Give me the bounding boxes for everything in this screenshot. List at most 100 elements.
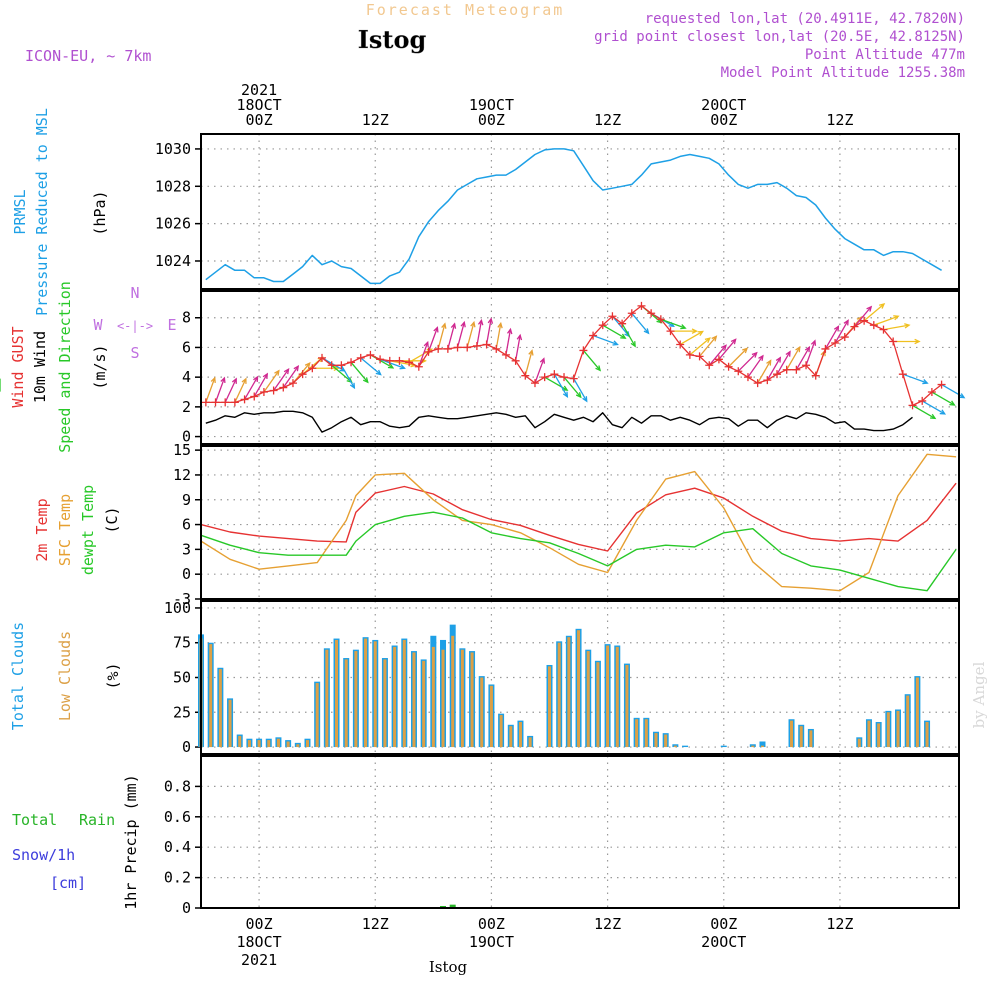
gust-marker xyxy=(366,350,375,359)
y-tick-label: 3 xyxy=(182,540,191,558)
total-cloud-bar xyxy=(682,745,689,748)
gust-marker xyxy=(608,312,617,321)
gust-marker xyxy=(676,340,685,349)
wind-arrow-head xyxy=(810,339,817,346)
low-cloud-bar xyxy=(606,645,610,748)
wind-arrow xyxy=(205,376,216,403)
low-cloud-bar xyxy=(393,646,397,748)
gust-marker xyxy=(230,398,239,407)
wind-arrow xyxy=(902,373,929,385)
pressure-line xyxy=(205,148,942,285)
gust-marker xyxy=(414,362,423,371)
y-tick-label: -3 xyxy=(173,590,191,608)
low-cloud-bar xyxy=(518,722,522,748)
pressure-label-line2: Pressure Reduced to MSL xyxy=(33,108,51,316)
wind-arrow-shaft xyxy=(912,404,936,419)
legend-snow-unit: [cm] xyxy=(50,874,86,892)
wind-arrow xyxy=(582,349,602,372)
wind-arrow-head xyxy=(730,338,737,345)
low-cloud-bar xyxy=(276,738,280,748)
gust-marker xyxy=(463,343,472,352)
wind-arrow-head xyxy=(362,377,369,384)
wind-arrow xyxy=(931,391,956,406)
bottom-time-label: 20OCT xyxy=(701,933,746,951)
gust-marker xyxy=(666,327,675,336)
low-cloud-bar xyxy=(335,639,339,748)
wind-arrow-shaft xyxy=(331,364,353,383)
y-tick-label: 1028 xyxy=(155,177,191,195)
low-cloud-bar xyxy=(431,646,435,748)
low-cloud-bar xyxy=(373,641,377,748)
top-time-label: 19OCT xyxy=(469,96,514,114)
compass-rose: N S W E <-|-> xyxy=(93,284,176,362)
wind-arrow xyxy=(573,378,588,403)
wind-arrow-shaft xyxy=(592,334,618,346)
wind-arrow-head xyxy=(433,326,439,333)
wind-arrow-head xyxy=(293,365,300,372)
wind-arrow-shaft xyxy=(776,351,791,375)
gust-marker xyxy=(521,371,530,380)
wind-arrow xyxy=(437,322,447,350)
gust-marker xyxy=(908,401,917,410)
wind-arrow xyxy=(776,350,791,375)
gust-marker xyxy=(443,344,452,353)
gust-marker xyxy=(318,353,327,362)
gust-marker xyxy=(695,352,704,361)
wind-arrow-head xyxy=(349,382,356,390)
wind-arrow-head xyxy=(477,318,484,326)
wind-arrow xyxy=(505,327,513,355)
gust-marker xyxy=(724,362,733,371)
low-cloud-bar xyxy=(673,745,677,748)
top-time-label: 12Z xyxy=(826,111,853,129)
low-cloud-bar xyxy=(315,683,319,748)
station-title: Istog xyxy=(358,25,427,54)
wind-arrow-shaft xyxy=(253,373,268,397)
top-time-label: 2021 xyxy=(241,81,277,99)
wind-arrow-head xyxy=(528,349,534,356)
y-tick-label: 0 xyxy=(182,565,191,583)
wind-arrow-shaft xyxy=(524,350,533,376)
gust-marker xyxy=(598,321,607,330)
wind-arrow-head xyxy=(210,376,216,384)
wind-arrow-head xyxy=(795,345,801,353)
wind-units: (m/s) xyxy=(91,344,109,389)
wind-arrow xyxy=(708,344,727,366)
gust-line xyxy=(205,305,942,407)
low-cloud-bar xyxy=(257,740,261,748)
y-tick-label: 0.4 xyxy=(164,838,191,856)
wind-arrow-head xyxy=(697,330,705,336)
pressure-label-line1: PRMSL xyxy=(11,189,29,234)
low-cloud-bar xyxy=(402,639,406,748)
wind-arrow xyxy=(805,339,817,366)
low-cloud-bar xyxy=(790,720,794,748)
low-cloud-bar xyxy=(857,738,861,748)
gust-marker xyxy=(560,373,569,382)
wind-arrow-shaft xyxy=(708,344,727,366)
wind-arrow-head xyxy=(253,375,259,382)
gust-marker xyxy=(298,370,307,379)
wind-arrow-shaft xyxy=(263,370,280,393)
wind-arrow xyxy=(466,320,476,348)
temperature-panel: -3 0 3 6 9 12 15 xyxy=(173,441,959,608)
low-cloud-bar xyxy=(664,734,668,748)
panel-frame-clouds xyxy=(200,600,960,755)
bottom-station-label: Istog xyxy=(429,958,468,976)
wind-arrow xyxy=(234,377,247,403)
gust-marker xyxy=(821,344,830,353)
wind-arrow xyxy=(340,364,356,390)
precip-ylabel: Total Rain Snow/1h [cm] 1hr Precip (mm) xyxy=(12,774,140,909)
y-tick-label: 0 xyxy=(182,738,191,756)
low-cloud-bar xyxy=(925,722,929,748)
gust-marker xyxy=(869,321,878,330)
wind-arrow xyxy=(873,315,900,326)
wind-arrow-shaft xyxy=(282,365,299,388)
wind-arrow-shaft xyxy=(485,318,492,345)
y-tick-label: 0.6 xyxy=(164,808,191,826)
wind-arrow xyxy=(679,330,705,346)
gust-marker xyxy=(860,316,869,325)
gust-marker xyxy=(308,364,317,373)
wind-arrow-shaft xyxy=(214,377,226,403)
wind-arrow-head xyxy=(866,305,873,312)
wind-arrow-head xyxy=(833,325,840,332)
gust-marker xyxy=(337,361,346,370)
